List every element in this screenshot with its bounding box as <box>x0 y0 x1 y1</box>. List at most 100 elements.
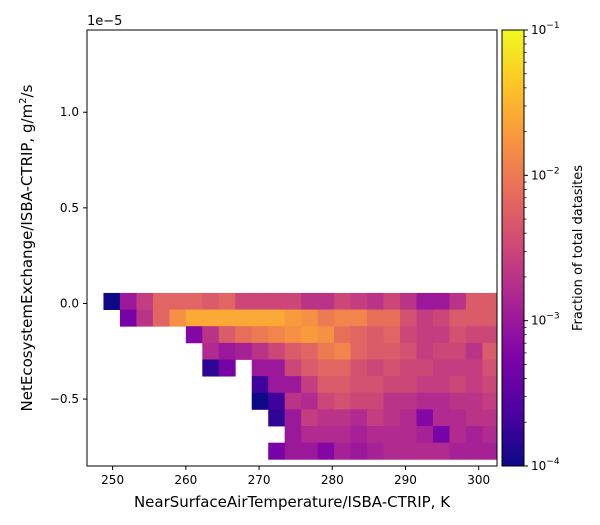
heatmap-cell <box>532 376 549 393</box>
colorbar-ticks: 10−1 10−2 10−3 10−4 <box>524 21 560 473</box>
heatmap-cell <box>334 309 351 327</box>
heatmap-cell <box>119 292 137 310</box>
heatmap-cell <box>334 359 351 377</box>
heatmap-cell <box>367 409 384 427</box>
heatmap-cell <box>532 393 549 410</box>
heatmap-cell <box>383 309 401 327</box>
heatmap-cell <box>284 342 302 360</box>
heatmap-cell <box>383 292 401 310</box>
heatmap-cell <box>465 442 483 460</box>
heatmap-cell <box>202 292 220 310</box>
heatmap-cell <box>416 442 434 460</box>
heatmap-cell <box>399 359 417 377</box>
heatmap-cell <box>350 426 368 444</box>
heatmap-cell <box>350 392 368 410</box>
heatmap-cell <box>532 293 549 310</box>
heatmap-cell <box>482 342 497 360</box>
heatmap-cell <box>465 376 483 394</box>
heatmap-cell <box>218 359 236 377</box>
heatmap-cell <box>367 292 384 310</box>
heatmap-cell <box>317 409 335 427</box>
heatmap-cell <box>548 343 565 360</box>
heatmap-cell <box>383 376 401 394</box>
heatmap-cell <box>416 326 434 344</box>
heatmap-cell <box>301 426 319 444</box>
y-axis-label-superscript: 2 <box>18 97 29 103</box>
heatmap-cell <box>432 292 450 310</box>
heatmap-cell <box>383 426 401 444</box>
heatmap-cell <box>532 343 549 360</box>
y-tick-label: 0.0 <box>60 296 79 310</box>
heatmap-cell <box>103 292 121 310</box>
heatmap-cell <box>185 326 203 344</box>
heatmap-cell <box>301 376 319 394</box>
heatmap-cell <box>334 392 351 410</box>
heatmap-cell <box>449 426 467 444</box>
x-axis-ticks: 250 260 270 280 290 300 <box>101 466 490 487</box>
heatmap-cell <box>465 292 483 310</box>
y-tick-label: −0.5 <box>50 392 79 406</box>
heatmap-cell <box>449 442 467 460</box>
heatmap-cell <box>235 292 253 310</box>
heatmap-cell <box>284 442 302 460</box>
heatmap-cell <box>268 442 286 460</box>
heatmap-cell <box>367 359 384 377</box>
heatmap-cell <box>465 309 483 327</box>
heatmap-cell <box>268 392 286 410</box>
heatmap-cell <box>284 292 302 310</box>
y-axis-label-main: NetEcosystemExchange/ISBA-CTRIP, g/m <box>18 104 36 412</box>
heatmap-cells <box>103 292 565 460</box>
heatmap-cell <box>169 292 187 310</box>
heatmap-cell <box>301 409 319 427</box>
heatmap-cell <box>251 292 269 310</box>
x-tick-label: 250 <box>101 473 124 487</box>
plot-frame <box>86 29 498 467</box>
heatmap-cell <box>482 376 497 394</box>
heatmap-cell <box>548 326 565 343</box>
heatmap-cell <box>416 426 434 444</box>
heatmap-cell <box>301 392 319 410</box>
heatmap-cell <box>218 326 236 344</box>
heatmap-cell <box>367 426 384 444</box>
y-axis-label: NetEcosystemExchange/ISBA-CTRIP, g/m2/s <box>18 84 36 411</box>
heatmap-cell <box>465 409 483 427</box>
heatmap-cell <box>367 309 384 327</box>
heatmap-cell <box>399 409 417 427</box>
heatmap-cell <box>350 442 368 460</box>
heatmap-cell <box>268 342 286 360</box>
heatmap-cell <box>284 376 302 394</box>
heatmap-cell <box>350 376 368 394</box>
heatmap-cell <box>317 309 335 327</box>
heatmap-cell <box>432 326 450 344</box>
heatmap-cell <box>416 392 434 410</box>
heatmap-cell <box>432 376 450 394</box>
heatmap-cell <box>399 309 417 327</box>
heatmap-cell <box>268 326 286 344</box>
heatmap-cell <box>399 326 417 344</box>
x-tick-label: 270 <box>248 473 271 487</box>
heatmap-cell <box>251 342 269 360</box>
heatmap-cell <box>416 292 434 310</box>
heatmap-cell <box>383 326 401 344</box>
heatmap-cell <box>317 426 335 444</box>
heatmap-cell <box>235 342 253 360</box>
heatmap-cell <box>185 292 203 310</box>
heatmap-cell <box>482 326 497 344</box>
heatmap-cell <box>367 442 384 460</box>
heatmap-cell <box>482 409 497 427</box>
heatmap-cell <box>334 426 351 444</box>
heatmap-cell <box>169 309 187 327</box>
colorbar-tick-label: 10−3 <box>531 312 560 328</box>
heatmap-cell <box>449 376 467 394</box>
x-tick-label: 300 <box>467 473 490 487</box>
y-tick-label: 1.0 <box>60 105 79 119</box>
heatmap-cell <box>284 309 302 327</box>
heatmap-cell <box>235 326 253 344</box>
heatmap-cell <box>416 409 434 427</box>
heatmap-cell <box>218 309 236 327</box>
heatmap-cell <box>532 359 549 376</box>
heatmap-cell <box>367 392 384 410</box>
heatmap-cell <box>416 309 434 327</box>
heatmap-cell <box>334 409 351 427</box>
heatmap-cell <box>350 409 368 427</box>
